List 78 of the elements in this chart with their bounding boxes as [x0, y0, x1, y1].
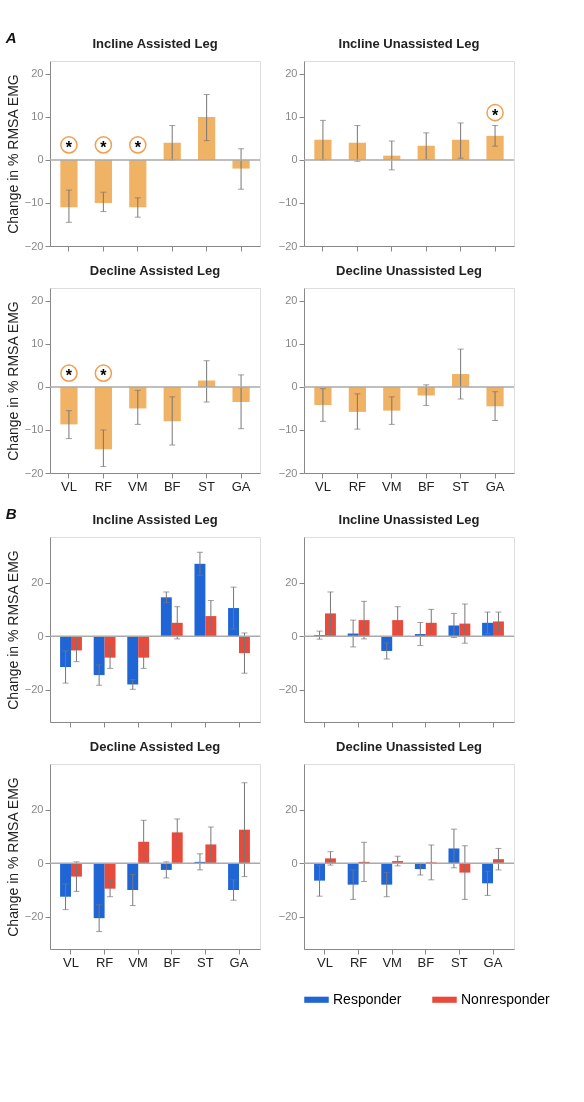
chart-title: Incline Assisted Leg: [92, 36, 218, 51]
y-tick-label: −10: [24, 423, 44, 436]
y-axis-title: Change in % RMSA EMG: [4, 777, 21, 937]
x-tick-label: GA: [229, 954, 249, 970]
x-tick-label: ST: [198, 478, 215, 494]
x-tick-label: VM: [382, 478, 402, 494]
x-tick-label: GA: [483, 954, 503, 970]
annotation: *: [134, 138, 142, 156]
chart-title: Decline Assisted Leg: [89, 739, 221, 754]
x-tick-label: BF: [163, 954, 181, 970]
x-tick-label: RF: [95, 954, 114, 970]
chart-title: Incline Unassisted Leg: [338, 512, 480, 527]
y-tick-label: 10: [31, 337, 44, 350]
y-axis-title: Change in % RMSA EMG: [4, 301, 21, 461]
annotation: *: [65, 367, 73, 385]
y-tick-label: −20: [278, 466, 298, 479]
y-tick-label: 20: [285, 803, 298, 816]
y-tick-label: 20: [285, 294, 298, 307]
x-tick-label: BF: [417, 954, 435, 970]
x-tick-label: BF: [417, 478, 435, 494]
x-tick-label: VL: [63, 954, 79, 970]
x-tick-label: VL: [317, 954, 333, 970]
chart-title: Decline Assisted Leg: [89, 263, 221, 278]
x-tick-label: VM: [382, 954, 402, 970]
y-tick-label: 20: [285, 576, 298, 589]
y-tick-label: −10: [24, 196, 44, 209]
x-tick-label: BF: [163, 478, 181, 494]
y-tick-label: 20: [31, 803, 44, 816]
y-tick-label: −20: [24, 466, 44, 479]
chart-title: Incline Unassisted Leg: [338, 36, 480, 51]
y-tick-label: 20: [31, 576, 44, 589]
y-tick-label: −20: [278, 239, 298, 252]
y-tick-label: −20: [278, 910, 298, 923]
legend-label: Nonresponder: [461, 990, 551, 1007]
y-tick-label: 10: [31, 110, 44, 123]
x-tick-label: RF: [94, 478, 113, 494]
y-tick-label: 0: [37, 856, 44, 869]
x-tick-label: RF: [349, 954, 368, 970]
y-axis-title: Change in % RMSA EMG: [4, 74, 21, 234]
y-tick-label: 0: [291, 380, 298, 393]
x-tick-label: ST: [451, 954, 468, 970]
x-tick-label: VL: [314, 478, 331, 494]
y-tick-label: −20: [24, 910, 44, 923]
chart-title: Incline Assisted Leg: [92, 512, 218, 527]
y-tick-label: 0: [37, 153, 44, 166]
x-tick-label: ST: [197, 954, 214, 970]
y-tick-label: −10: [278, 196, 298, 209]
y-axis-title: Change in % RMSA EMG: [4, 550, 21, 710]
x-tick-label: GA: [485, 478, 505, 494]
annotation: *: [100, 367, 108, 385]
x-tick-label: VM: [128, 478, 148, 494]
x-tick-label: VL: [60, 478, 77, 494]
x-tick-label: RF: [348, 478, 367, 494]
text: B: [5, 504, 17, 522]
y-tick-label: 20: [31, 294, 44, 307]
y-tick-label: 10: [285, 337, 298, 350]
y-tick-label: 0: [291, 629, 298, 642]
y-tick-label: 0: [37, 380, 44, 393]
y-tick-label: 0: [291, 153, 298, 166]
annotation: *: [100, 138, 108, 156]
y-tick-label: 0: [291, 856, 298, 869]
y-tick-label: 20: [31, 67, 44, 80]
chart-title: Decline Unassisted Leg: [336, 739, 483, 754]
y-tick-label: −20: [24, 239, 44, 252]
y-tick-label: −20: [278, 683, 298, 696]
annotation: *: [491, 106, 499, 124]
chart-title: Decline Unassisted Leg: [336, 263, 483, 278]
y-tick-label: 0: [37, 629, 44, 642]
x-tick-label: VM: [128, 954, 148, 970]
x-tick-label: ST: [452, 478, 469, 494]
y-tick-label: −20: [24, 683, 44, 696]
y-tick-label: 10: [285, 110, 298, 123]
legend-label: Responder: [333, 990, 402, 1007]
x-tick-label: GA: [231, 478, 251, 494]
annotation: *: [65, 138, 73, 156]
y-tick-label: −10: [278, 423, 298, 436]
y-tick-label: 20: [285, 67, 298, 80]
text: A: [4, 28, 17, 46]
